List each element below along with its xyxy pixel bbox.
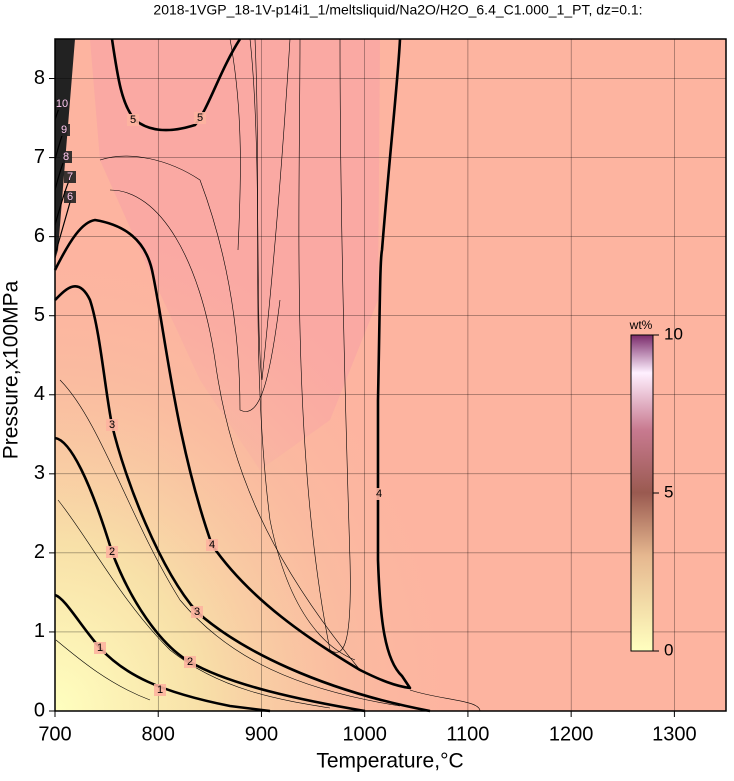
- x-axis-label: Temperature,°C: [316, 750, 463, 773]
- contour-line: [54, 285, 431, 713]
- y-tick-label: 8: [34, 67, 45, 89]
- contour-label: 10: [56, 98, 68, 110]
- contour-label: 2: [109, 546, 115, 558]
- contour-label-bg: [106, 546, 118, 558]
- contour-label: 4: [209, 539, 215, 551]
- y-tick-label: 0: [34, 699, 45, 721]
- contour-label-bg: [56, 98, 68, 110]
- y-tick-label: 5: [34, 304, 45, 326]
- contour-label-bg: [64, 191, 76, 203]
- y-axis-label: Pressure,x100MPa: [0, 280, 23, 459]
- contour-label: 6: [67, 191, 73, 203]
- contour-label-bg: [154, 684, 166, 696]
- contour-line: [54, 436, 366, 713]
- dense-contours: [55, 39, 75, 260]
- x-tick-label: 800: [142, 723, 175, 745]
- colorbar-tick-label: 5: [664, 482, 673, 501]
- y-tick-label: 2: [34, 541, 45, 563]
- contour-label-bg: [94, 642, 106, 654]
- contour-label: 8: [63, 151, 69, 163]
- y-tick-label: 6: [34, 225, 45, 247]
- colorbar: wt% 0 5 10: [629, 318, 683, 659]
- x-tick-label: 1000: [342, 723, 387, 745]
- contour-label: 4: [376, 488, 382, 500]
- colorbar-tick-label: 10: [664, 324, 683, 343]
- x-tick-label: 900: [245, 723, 278, 745]
- colorbar-tick-label: 0: [664, 640, 673, 659]
- x-tick-label: 1100: [446, 723, 489, 745]
- contour-label: 5: [130, 114, 136, 126]
- y-tick-label: 3: [34, 462, 45, 484]
- contour-label: 1: [157, 684, 163, 696]
- contour-label: 1: [97, 642, 103, 654]
- contour-label-bg: [60, 151, 72, 163]
- contours: 1 1 2 2 3 3 4 4 5 5 6 7 8 9 10: [53, 38, 431, 713]
- contour-label: 3: [109, 419, 115, 431]
- contour-label-bg: [106, 419, 118, 431]
- contour-line: [53, 38, 412, 690]
- y-tick-label: 7: [34, 146, 45, 168]
- thin-contours: [55, 39, 481, 711]
- contour-label-bg: [184, 656, 196, 668]
- x-tick-label: 1300: [652, 723, 697, 745]
- contour-line: [110, 38, 242, 132]
- plot-frame: [54, 38, 727, 712]
- contour-label: 3: [194, 606, 200, 618]
- contour-label-bg: [58, 124, 70, 136]
- colorbar-label: wt%: [629, 318, 653, 332]
- contour-label-bg: [206, 539, 218, 551]
- y-tick-label: 1: [34, 620, 45, 642]
- y-tick-label: 4: [34, 383, 45, 405]
- contour-label-bg: [194, 112, 206, 124]
- contour-label-bg: [191, 606, 203, 618]
- contour-label: 9: [61, 124, 67, 136]
- contour-label-bg: [127, 114, 139, 126]
- contour-label: 5: [197, 112, 203, 124]
- chart-title: 2018-1VGP_18-1V-p14i1_1/meltsliquid/Na2O…: [153, 2, 642, 18]
- contour-line: [54, 593, 271, 713]
- contour-label: 2: [187, 656, 193, 668]
- colorbar-scale: [630, 334, 654, 652]
- contour-label-bg: [64, 171, 76, 183]
- contour-label-bg: [373, 488, 385, 500]
- x-tick-label: 700: [38, 723, 71, 745]
- x-tick-label: 1200: [549, 723, 594, 745]
- contour-label: 7: [67, 171, 73, 183]
